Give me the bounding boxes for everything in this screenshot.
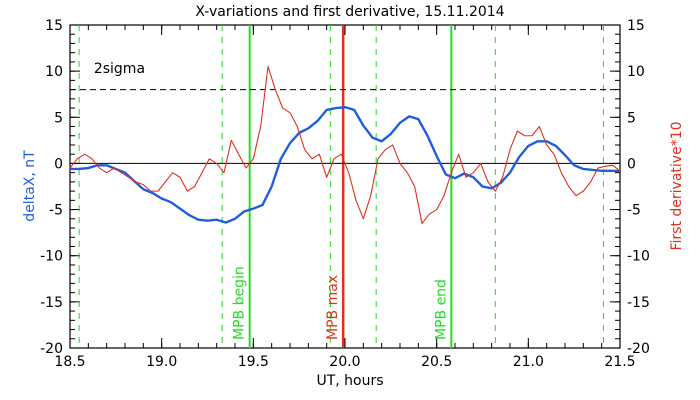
left-y-axis: 15 10 5 0 -5 -10 -15 -20	[40, 18, 80, 357]
annotation-1: MPB max	[325, 275, 341, 340]
plot-frame	[69, 24, 621, 349]
annotation-2: MPB end	[433, 279, 449, 340]
left-y-tick-label-2: 5	[54, 110, 63, 126]
x-tick-label-5: 21.0	[513, 354, 544, 370]
right-y-tick-label-6: -15	[627, 295, 650, 311]
right-y-axis: 15 10 5 0 -5 -10 -15 -20	[610, 18, 650, 357]
right-y-tick-label-2: 5	[627, 110, 636, 126]
left-y-tick-label-0: 15	[45, 18, 63, 34]
right-y-tick-label-4: -5	[627, 203, 641, 219]
right-y-tick-label-1: 10	[627, 64, 645, 80]
right-axis-label: First derivative*10	[669, 121, 685, 250]
delta_x-line	[70, 105, 620, 224]
left-y-tick-label-3: 0	[54, 156, 63, 172]
left-y-tick-label-7: -20	[40, 341, 63, 357]
sigma-label: 2sigma	[94, 61, 145, 77]
x-tick-label-3: 20.0	[329, 354, 360, 370]
left-y-tick-label-4: -5	[49, 203, 63, 219]
x-tick-label-6: 21.5	[604, 354, 635, 370]
left-y-tick-label-5: -10	[40, 249, 63, 265]
annotation-0: MPB begin	[232, 266, 248, 340]
right-y-tick-label-5: -10	[627, 249, 650, 265]
derivative-line	[70, 65, 620, 224]
x-axis-label: UT, hours	[316, 373, 383, 389]
x-tick-label-0: 18.5	[54, 354, 85, 370]
x-tick-label-4: 20.5	[421, 354, 452, 370]
left-y-tick-label-6: -15	[40, 295, 63, 311]
plot-area: 2sigma MPB begin MPB max MPB end	[70, 25, 620, 348]
x-axis: 18.5 19.0 19.5 20.0 20.5 21.0 21.5	[54, 25, 636, 370]
right-y-tick-label-3: 0	[627, 156, 636, 172]
chart-title: X-variations and first derivative, 15.11…	[195, 4, 504, 20]
left-axis-label: deltaX, nT	[22, 150, 38, 222]
x-tick-label-1: 19.0	[146, 354, 177, 370]
left-y-tick-label-1: 10	[45, 64, 63, 80]
right-y-tick-label-7: -20	[627, 341, 650, 357]
right-y-tick-label-0: 15	[627, 18, 645, 34]
x-tick-label-2: 19.5	[238, 354, 269, 370]
